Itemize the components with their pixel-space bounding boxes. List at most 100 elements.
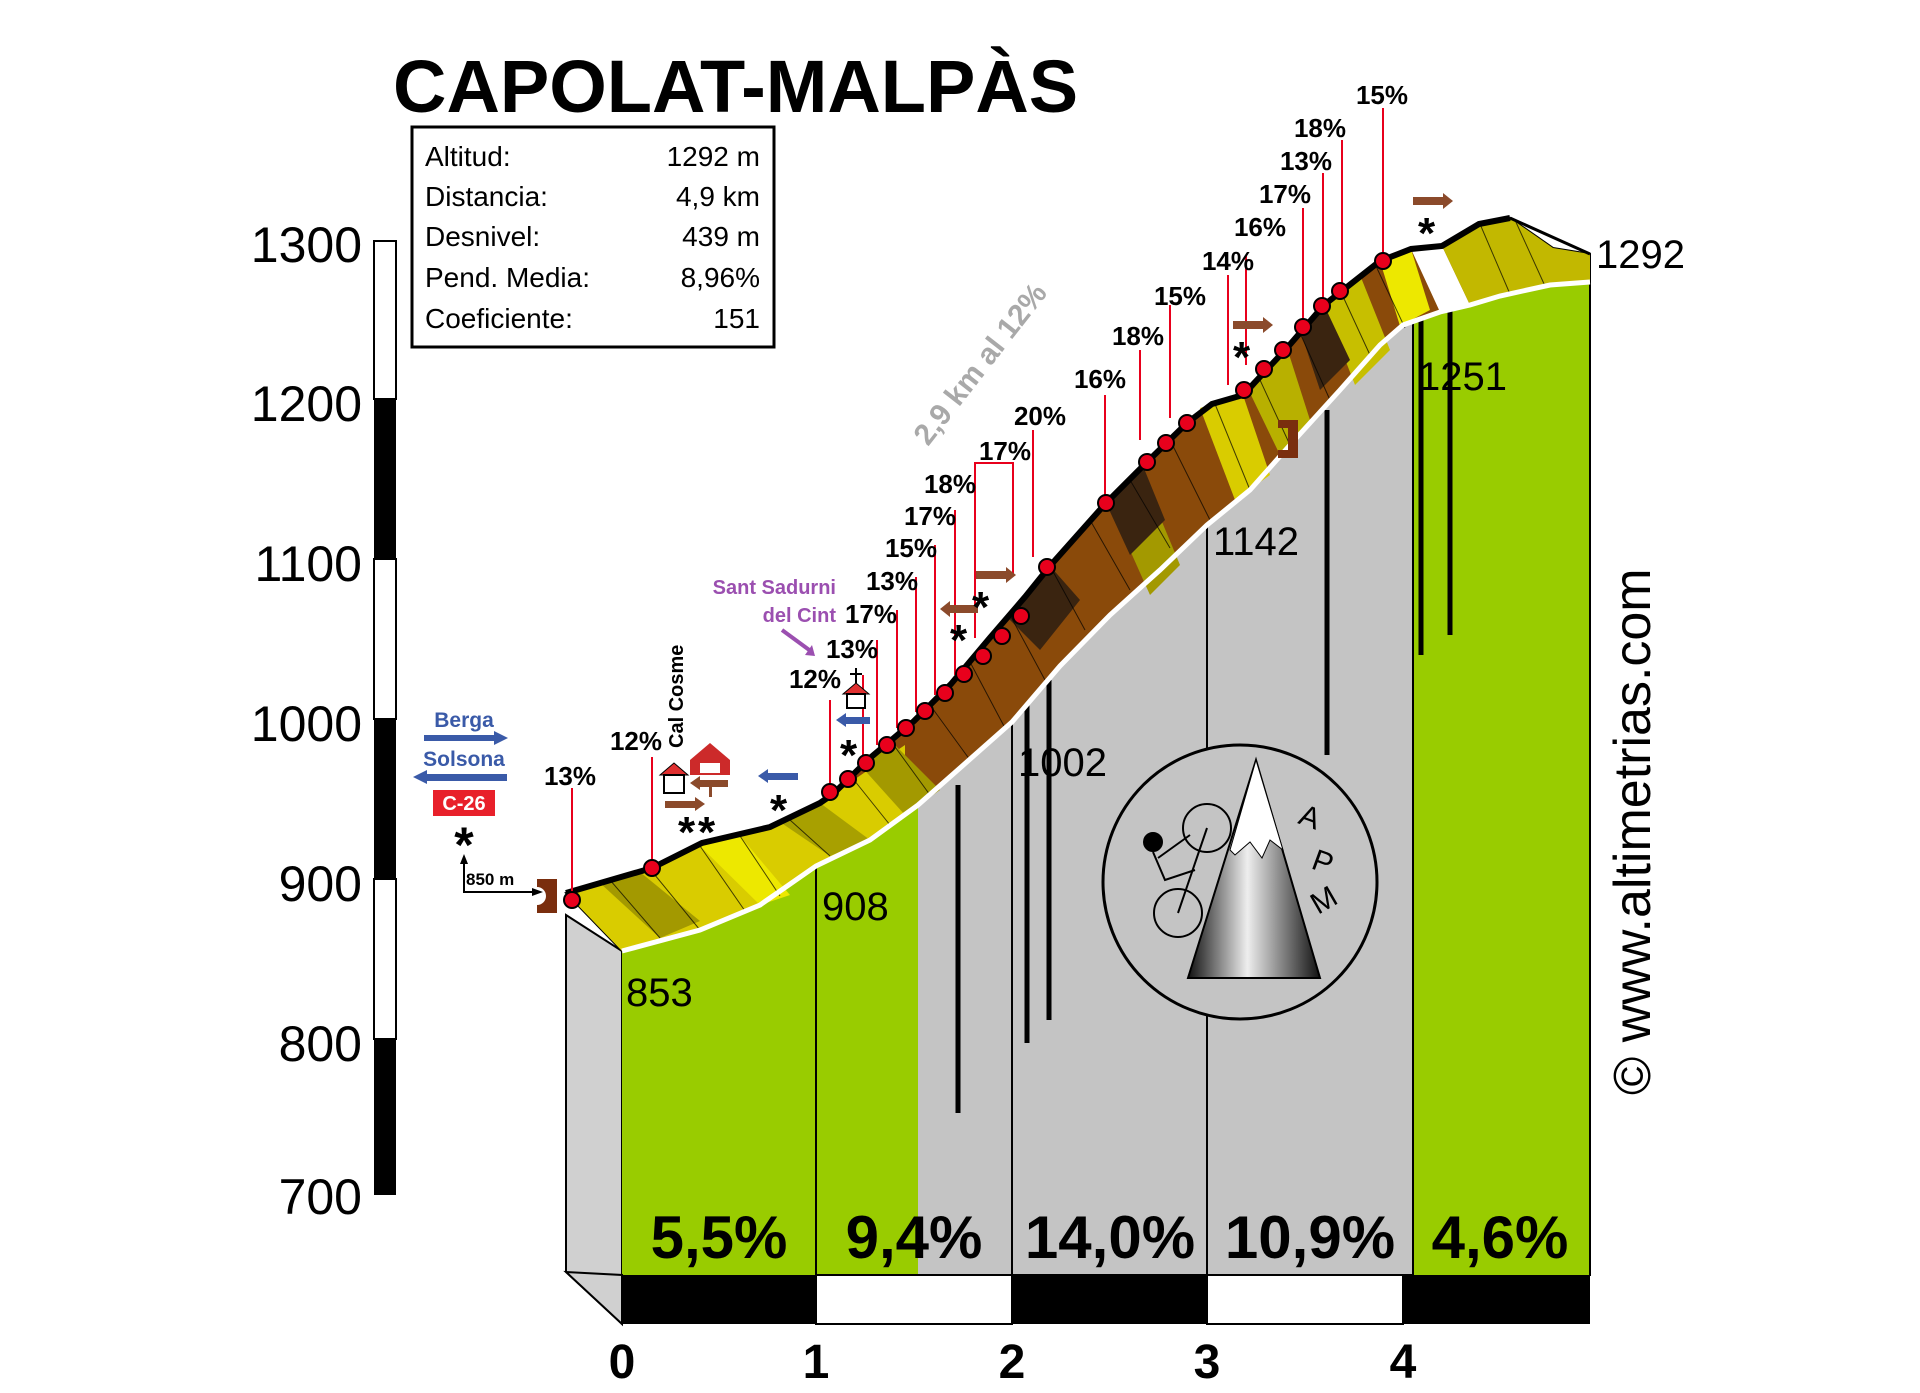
ramp-label-6: 15%: [885, 533, 937, 563]
road-code-badge: [433, 790, 495, 816]
stats-box: Altitud: 1292 m Distancia: 4,9 km Desniv…: [410, 125, 776, 349]
km3-junction: *: [1233, 317, 1298, 458]
road-band: [564, 215, 1591, 954]
asterisk-icon: *: [1418, 209, 1436, 258]
arrow-left-brown-icon: [940, 601, 978, 617]
start-flag-icon: [537, 879, 557, 913]
segment-gradient-3: 10,9%: [1225, 1204, 1395, 1271]
cal-cosme-label: Cal Cosme: [666, 645, 688, 748]
start-offset-label: 850 m: [466, 870, 514, 889]
ramp-label-3: 13%: [826, 634, 878, 664]
arrow-left-brown-icon: [690, 776, 728, 797]
stat-value-coeficiente: 151: [713, 303, 760, 334]
asterisk-icon: *: [950, 616, 968, 665]
elev-label-summit: 1292: [1596, 233, 1685, 277]
y-tick-1200: 1200: [251, 376, 362, 432]
ramp-label-14: 14%: [1202, 246, 1254, 276]
direction-berga-label: Berga: [434, 709, 494, 732]
sant-sadurni-label-1: Sant Sadurni: [713, 577, 836, 599]
elev-label-km0: 853: [626, 971, 693, 1015]
arrow-left-blue-icon: [836, 713, 870, 727]
stat-label-desnivel: Desnivel:: [425, 221, 540, 252]
segment-fill-0: [622, 866, 816, 1275]
ramp-label-13: 15%: [1154, 281, 1206, 311]
stat-label-pendiente: Pend. Media:: [425, 262, 590, 293]
road-code-label: C-26: [442, 793, 485, 815]
x-axis: 0 1 2 3 4: [563, 1270, 1590, 1389]
stat-value-distancia: 4,9 km: [676, 181, 760, 212]
arrow-left-icon: [413, 770, 507, 784]
y-tick-1300: 1300: [251, 217, 362, 273]
chart-title: CAPOLAT-MALPÀS: [393, 45, 1078, 128]
stat-value-pendiente: 8,96%: [681, 262, 760, 293]
ramp-label-10: 20%: [1014, 401, 1066, 431]
stat-label-altitud: Altitud:: [425, 141, 511, 172]
cyclist-icon: [1143, 803, 1232, 938]
ramp-label-11: 16%: [1074, 364, 1126, 394]
stat-value-altitud: 1292 m: [667, 141, 760, 172]
junction-asterisk-icon: *: [454, 817, 474, 873]
segment-gradient-0: 5,5%: [651, 1204, 788, 1271]
arrow-right-brown-icon: [1233, 317, 1273, 333]
asterisk-icon: *: [840, 731, 858, 780]
elev-label-km1: 908: [822, 885, 889, 929]
y-tick-1000: 1000: [251, 696, 362, 752]
arrow-right-brown-icon: [976, 567, 1016, 583]
ramp-label-0: 13%: [544, 761, 596, 791]
ramp-markers: 13% 12% 12% 13% 17% 13% 15% 17% 18% 17% …: [544, 80, 1408, 909]
profile-side-face: [565, 913, 623, 1327]
arrow-right-brown-icon: [665, 797, 705, 811]
ramp-label-2: 12%: [789, 664, 841, 694]
sant-sadurni-label-2: del Cint: [763, 605, 837, 627]
asterisk-icon: *: [678, 808, 696, 857]
house-icon: [658, 762, 690, 794]
x-tick-3: 3: [1194, 1336, 1221, 1389]
bracket-marker-icon: [1278, 420, 1298, 458]
ramp-label-18: 18%: [1294, 113, 1346, 143]
asterisk-icon: *: [698, 808, 716, 857]
mid-junctions: * *: [940, 567, 1016, 665]
segment-gradient-2: 14,0%: [1025, 1204, 1195, 1271]
elev-label-km4: 1251: [1418, 355, 1507, 399]
ramp-label-9: 17%: [979, 436, 1031, 466]
arrow-purple-icon: [780, 628, 814, 654]
ramp-label-8: 18%: [924, 469, 976, 499]
arrow-right-icon: [424, 731, 508, 745]
stat-label-distancia: Distancia:: [425, 181, 548, 212]
y-tick-700: 700: [279, 1169, 362, 1225]
y-tick-800: 800: [279, 1016, 362, 1072]
depth-bars: [955, 300, 1453, 1113]
arrow-left-blue-icon: [758, 769, 798, 783]
x-tick-1: 1: [803, 1336, 830, 1389]
stat-value-desnivel: 439 m: [682, 221, 760, 252]
elev-label-km2: 1002: [1018, 741, 1107, 785]
direction-solsona-label: Solsona: [423, 748, 505, 771]
cal-cosme-poi: Cal Cosme * * *: [658, 645, 798, 857]
church-icon: [841, 668, 871, 709]
x-tick-2: 2: [999, 1336, 1026, 1389]
mountain-icon: [1186, 756, 1322, 979]
segment-fill-4: [1413, 282, 1590, 1275]
ramp-label-12: 18%: [1112, 321, 1164, 351]
apm-logo: A P M: [1101, 743, 1379, 1021]
start-junction: Berga Solsona C-26 * 850 m: [413, 709, 557, 913]
ramp-label-7: 17%: [904, 501, 956, 531]
stat-label-coeficiente: Coeficiente:: [425, 303, 573, 334]
ramp-label-19: 15%: [1356, 80, 1408, 110]
segment-fill-1: [816, 805, 918, 1275]
ramp-label-17: 13%: [1280, 146, 1332, 176]
sant-sadurni-poi: Sant Sadurni del Cint *: [713, 577, 871, 780]
arrow-right-brown-icon: [1413, 193, 1453, 209]
asterisk-icon: *: [770, 786, 788, 835]
ramp-label-16: 17%: [1259, 179, 1311, 209]
x-tick-0: 0: [609, 1336, 636, 1389]
x-tick-4: 4: [1390, 1336, 1417, 1389]
ramp-label-4: 17%: [845, 599, 897, 629]
watermark: © www.altimetrias.com: [1604, 568, 1662, 1095]
y-tick-900: 900: [279, 856, 362, 912]
ramp-label-1: 12%: [610, 726, 662, 756]
ramp-label-5: 13%: [866, 566, 918, 596]
asterisk-icon: *: [1233, 333, 1251, 382]
ramp-label-15: 16%: [1234, 212, 1286, 242]
segment-gradient-4: 4,6%: [1432, 1204, 1569, 1271]
